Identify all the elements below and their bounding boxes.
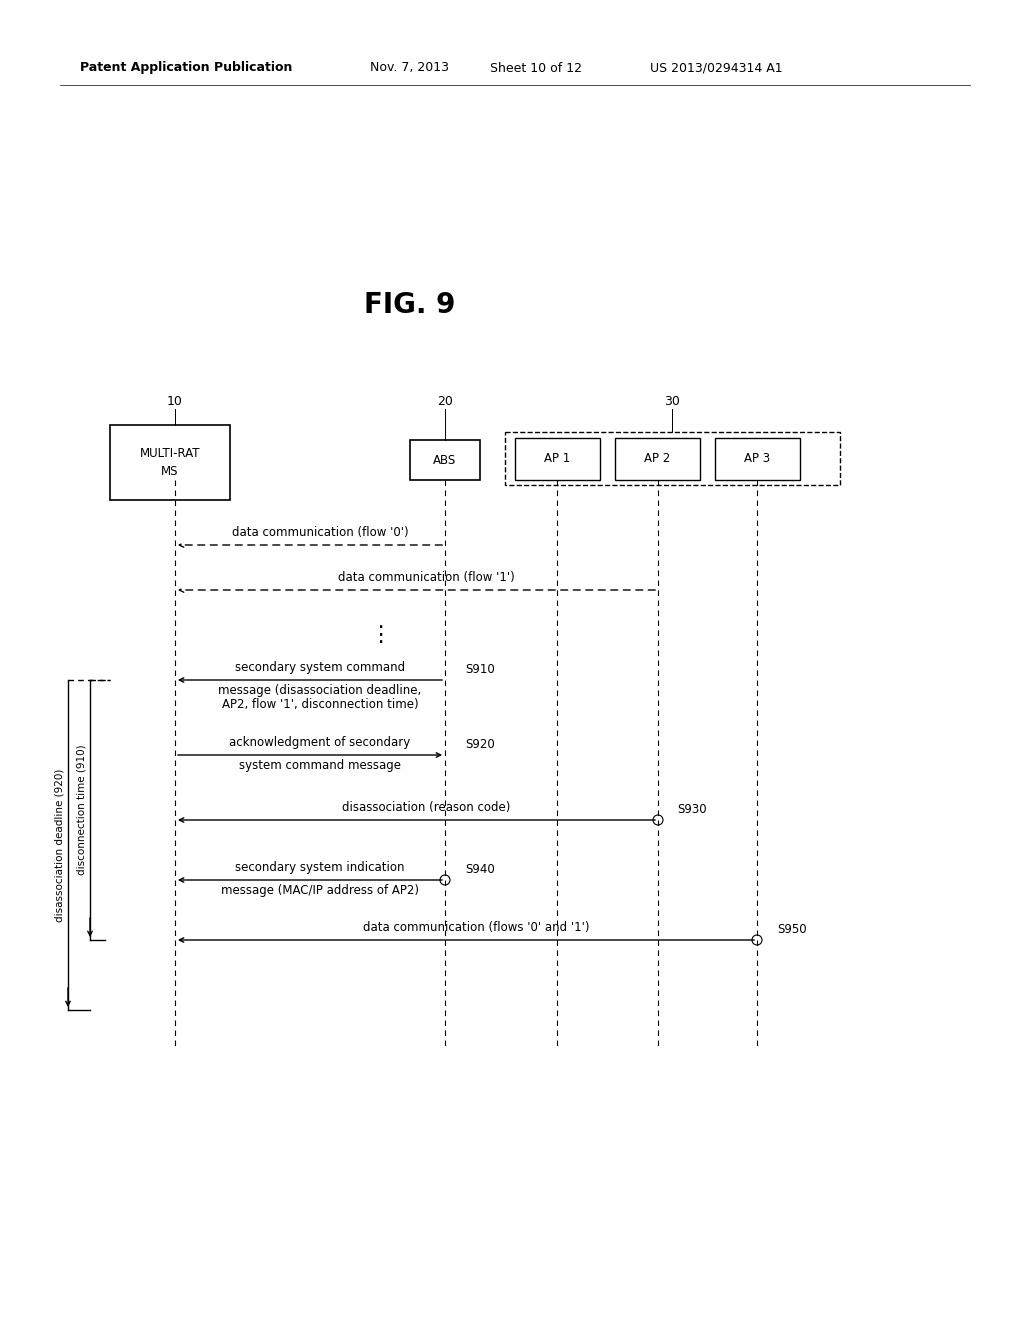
Text: 30: 30 [664, 395, 680, 408]
Text: S930: S930 [677, 803, 707, 816]
Text: data communication (flow '1'): data communication (flow '1') [338, 572, 515, 583]
Text: Sheet 10 of 12: Sheet 10 of 12 [490, 62, 582, 74]
Bar [515, 438, 600, 480]
Text: AP2, flow '1', disconnection time): AP2, flow '1', disconnection time) [221, 698, 419, 711]
Bar [505, 432, 840, 484]
Bar [410, 440, 480, 480]
Text: MULTI-RAT
MS: MULTI-RAT MS [139, 447, 201, 478]
Text: S940: S940 [465, 863, 495, 876]
Text: S920: S920 [465, 738, 495, 751]
Text: Nov. 7, 2013: Nov. 7, 2013 [370, 62, 449, 74]
Text: disassociation deadline (920): disassociation deadline (920) [55, 768, 65, 921]
Text: S910: S910 [465, 663, 495, 676]
Text: disassociation (reason code): disassociation (reason code) [342, 801, 511, 814]
Text: FIG. 9: FIG. 9 [365, 290, 456, 319]
Text: Patent Application Publication: Patent Application Publication [80, 62, 293, 74]
Bar [615, 438, 700, 480]
Text: disconnection time (910): disconnection time (910) [77, 744, 87, 875]
Text: ⋮: ⋮ [369, 624, 391, 645]
Bar [715, 438, 800, 480]
Text: secondary system command: secondary system command [234, 661, 406, 675]
Text: secondary system indication: secondary system indication [236, 861, 404, 874]
Text: AP 3: AP 3 [744, 453, 771, 466]
Text: message (disassociation deadline,: message (disassociation deadline, [218, 684, 422, 697]
Text: US 2013/0294314 A1: US 2013/0294314 A1 [650, 62, 782, 74]
Text: data communication (flows '0' and '1'): data communication (flows '0' and '1') [362, 921, 589, 935]
Text: S950: S950 [777, 923, 807, 936]
Bar [110, 425, 230, 500]
Text: 20: 20 [437, 395, 453, 408]
Text: data communication (flow '0'): data communication (flow '0') [231, 525, 409, 539]
Text: AP 2: AP 2 [644, 453, 671, 466]
Text: AP 1: AP 1 [545, 453, 570, 466]
Text: acknowledgment of secondary: acknowledgment of secondary [229, 737, 411, 748]
Text: 10: 10 [167, 395, 183, 408]
Text: ABS: ABS [433, 454, 457, 466]
Text: message (MAC/IP address of AP2): message (MAC/IP address of AP2) [221, 884, 419, 898]
Text: system command message: system command message [239, 759, 401, 772]
